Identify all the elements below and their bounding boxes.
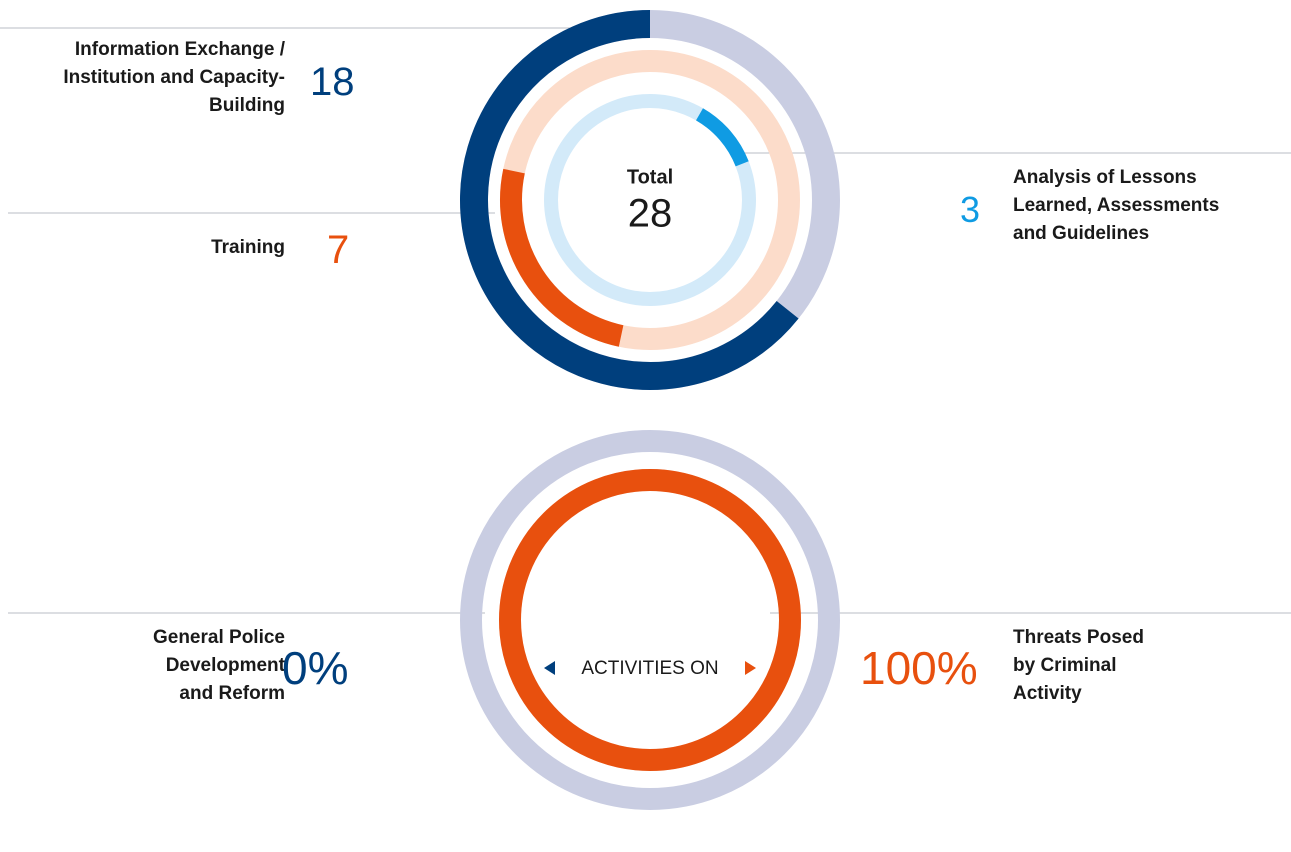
value-label: 7	[327, 228, 350, 272]
ring-segment	[500, 168, 624, 347]
arrow-right	[745, 661, 756, 675]
arrow-left	[544, 661, 555, 675]
ring-segment	[499, 469, 801, 771]
category-label: Analysis of Lessons Learned, Assessments…	[1013, 167, 1220, 244]
value-label: 0%	[282, 642, 349, 694]
value-label: 100%	[860, 642, 978, 694]
ring-segment	[460, 10, 799, 390]
center-label: Total	[627, 166, 673, 188]
category-label: Information Exchange / Institution and C…	[63, 39, 285, 116]
value-label: 3	[960, 189, 981, 230]
center-label: ACTIVITIES ON	[581, 658, 718, 679]
center-total: 28	[628, 192, 673, 236]
rings	[460, 10, 840, 810]
ring-track	[544, 94, 756, 306]
category-label: General Police Development and Reform	[152, 627, 285, 704]
ring-track	[460, 430, 840, 810]
ring-segment	[695, 108, 749, 167]
category-label: Training	[211, 237, 285, 258]
category-label: Threats Posed by Criminal Activity	[1013, 627, 1144, 704]
value-label: 18	[310, 60, 355, 104]
